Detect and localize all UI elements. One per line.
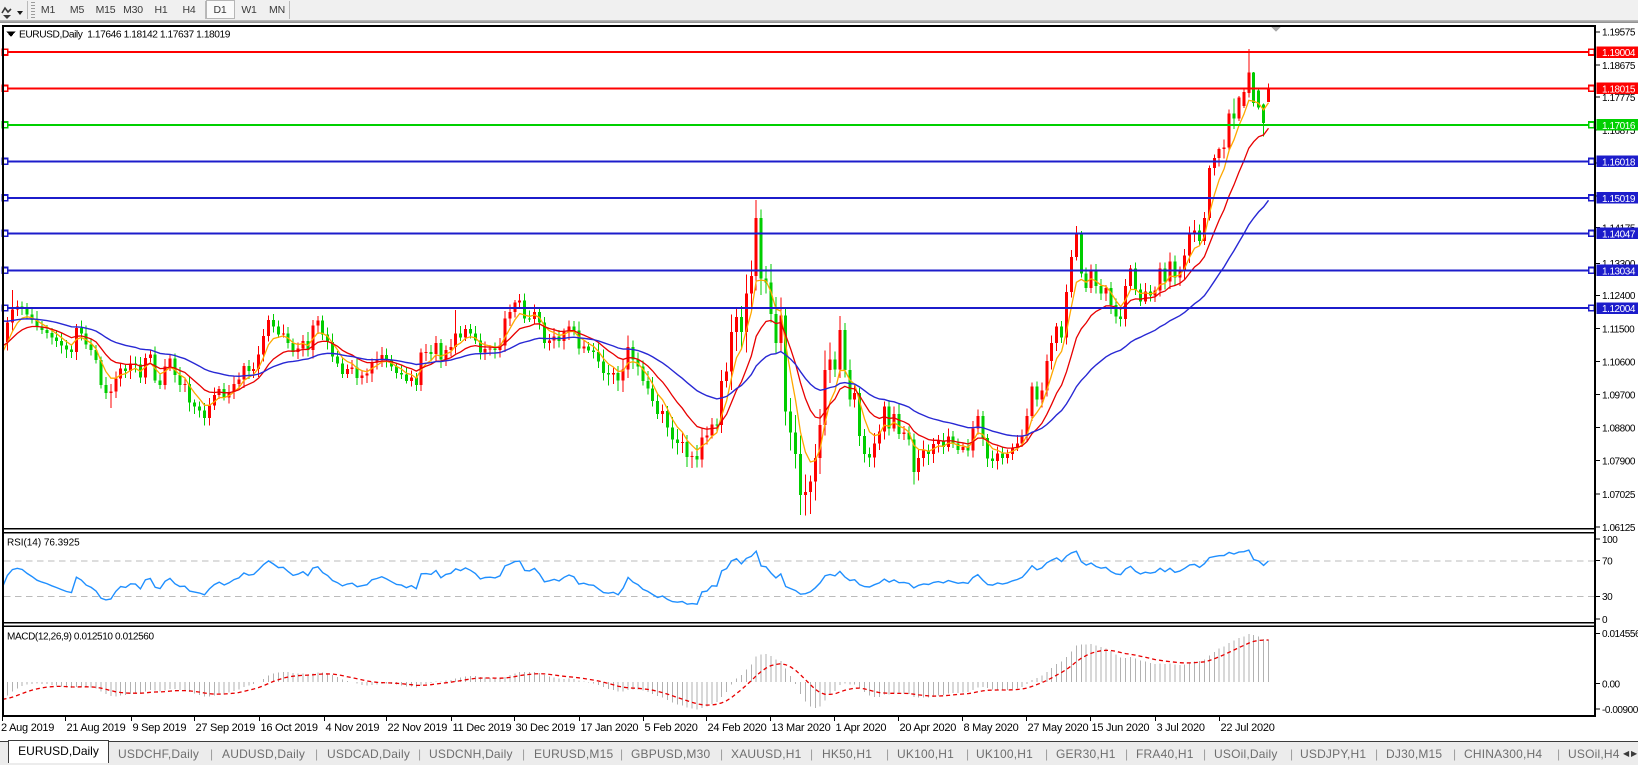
svg-text:MACD(12,26,9) 0.012510 0.01256: MACD(12,26,9) 0.012510 0.012560 <box>7 632 154 643</box>
svg-text:22 Jul 2020: 22 Jul 2020 <box>1221 722 1275 734</box>
svg-text:16 Oct 2019: 16 Oct 2019 <box>261 722 318 734</box>
svg-text:30: 30 <box>1602 592 1613 603</box>
svg-text:1.19004: 1.19004 <box>1602 48 1636 59</box>
svg-text:22 Nov 2019: 22 Nov 2019 <box>388 722 448 734</box>
svg-text:21 Aug 2019: 21 Aug 2019 <box>67 722 126 734</box>
svg-text:30 Dec 2019: 30 Dec 2019 <box>516 722 576 734</box>
svg-text:24 Feb 2020: 24 Feb 2020 <box>708 722 767 734</box>
svg-text:0.00: 0.00 <box>1602 679 1621 690</box>
svg-text:1.12004: 1.12004 <box>1602 304 1636 315</box>
svg-text:100: 100 <box>1602 535 1618 546</box>
svg-text:1.06125: 1.06125 <box>1602 523 1636 534</box>
svg-text:70: 70 <box>1602 556 1613 567</box>
svg-text:1.07900: 1.07900 <box>1602 456 1636 467</box>
svg-text:1.08800: 1.08800 <box>1602 423 1636 434</box>
svg-text:0: 0 <box>1602 615 1608 626</box>
svg-text:1.15019: 1.15019 <box>1602 194 1636 205</box>
svg-text:EURUSD,Daily 1.17646 1.18142: EURUSD,Daily 1.17646 1.18142 1.17637 1.1… <box>19 30 231 41</box>
svg-text:27 Sep 2019: 27 Sep 2019 <box>196 722 256 734</box>
svg-text:1 Apr 2020: 1 Apr 2020 <box>836 722 887 734</box>
svg-text:4 Nov 2019: 4 Nov 2019 <box>326 722 380 734</box>
svg-text:1.12400: 1.12400 <box>1602 291 1636 302</box>
svg-text:17 Jan 2020: 17 Jan 2020 <box>581 722 639 734</box>
svg-text:11 Dec 2019: 11 Dec 2019 <box>453 722 512 734</box>
svg-text:3 Jul 2020: 3 Jul 2020 <box>1157 722 1205 734</box>
svg-text:1.16875: 1.16875 <box>1602 126 1636 137</box>
svg-text:1.19575: 1.19575 <box>1602 28 1636 39</box>
svg-text:2 Aug 2019: 2 Aug 2019 <box>1 722 54 734</box>
svg-text:1.16018: 1.16018 <box>1602 157 1636 168</box>
svg-text:1.10600: 1.10600 <box>1602 357 1636 368</box>
svg-text:13 Mar 2020: 13 Mar 2020 <box>772 722 831 734</box>
svg-text:27 May 2020: 27 May 2020 <box>1028 722 1089 734</box>
svg-text:0.014556: 0.014556 <box>1602 629 1638 640</box>
svg-text:1.11500: 1.11500 <box>1602 324 1635 335</box>
svg-text:1.18015: 1.18015 <box>1602 84 1636 95</box>
svg-text:1.14047: 1.14047 <box>1602 229 1636 240</box>
svg-text:1.09700: 1.09700 <box>1602 390 1636 401</box>
svg-text:1.17016: 1.17016 <box>1602 121 1636 132</box>
svg-text:RSI(14) 76.3925: RSI(14) 76.3925 <box>7 538 80 549</box>
svg-text:8 May 2020: 8 May 2020 <box>964 722 1019 734</box>
svg-text:20 Apr 2020: 20 Apr 2020 <box>900 722 957 734</box>
svg-text:5 Feb 2020: 5 Feb 2020 <box>645 722 698 734</box>
svg-text:1.13034: 1.13034 <box>1602 266 1636 277</box>
svg-text:15 Jun 2020: 15 Jun 2020 <box>1092 722 1150 734</box>
svg-text:1.18675: 1.18675 <box>1602 61 1636 72</box>
svg-text:1.17775: 1.17775 <box>1602 93 1636 104</box>
svg-text:9 Sep 2019: 9 Sep 2019 <box>133 722 187 734</box>
svg-text:1.07025: 1.07025 <box>1602 490 1636 501</box>
